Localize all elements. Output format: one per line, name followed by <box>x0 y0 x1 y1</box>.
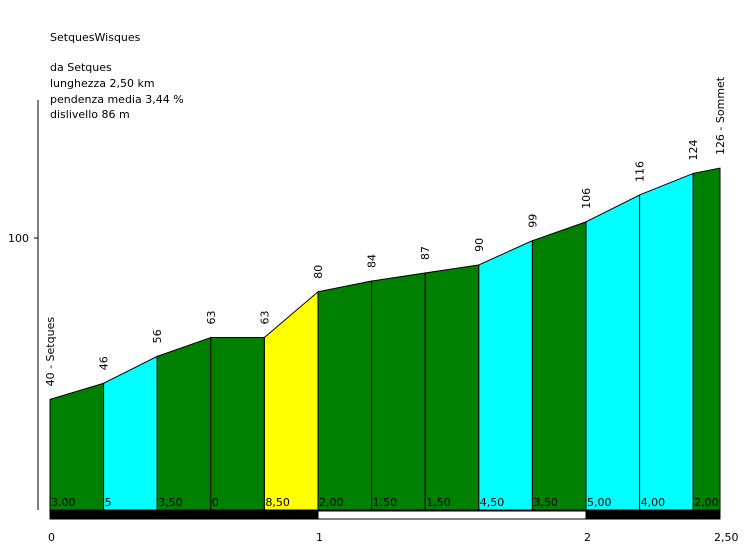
elevation-label: 116 <box>634 161 647 182</box>
gradient-label: 4,00 <box>641 496 666 509</box>
elevation-label: 63 <box>258 311 271 325</box>
profile-segment <box>531 221 587 511</box>
profile-segment <box>692 167 721 511</box>
profile-segment <box>585 194 641 511</box>
gradient-label: 3,00 <box>51 496 76 509</box>
gradient-label: 0 <box>212 496 219 509</box>
info-gradient: pendenza media 3,44 % <box>50 93 184 106</box>
elevation-label: 40 - Setques <box>44 317 57 387</box>
elevation-label: 124 <box>687 139 700 160</box>
elevation-label: 87 <box>419 246 432 260</box>
elevation-label: 56 <box>151 329 164 343</box>
elevation-label: 99 <box>526 214 539 228</box>
elevation-label: 84 <box>366 254 379 268</box>
km-bar-segment <box>49 510 319 520</box>
info-elevation-gain: dislivello 86 m <box>50 108 130 121</box>
profile-segment <box>49 382 105 511</box>
elevation-label: 106 <box>580 188 593 209</box>
elevation-label: 126 - Sommet <box>714 76 727 155</box>
gradient-label: 8,50 <box>265 496 290 509</box>
profile-segment <box>317 280 373 511</box>
x-tick-label: 2,50 <box>714 531 739 544</box>
profile-segment <box>639 172 694 511</box>
elevation-label: 90 <box>473 238 486 252</box>
elevation-label: 80 <box>312 265 325 279</box>
chart-title: SetquesWisques <box>50 31 141 44</box>
gradient-label: 5,00 <box>587 496 612 509</box>
x-tick-label: 2 <box>584 531 591 544</box>
profile-segment <box>210 337 265 511</box>
info-length: lunghezza 2,50 km <box>50 77 155 90</box>
x-tick-label: 1 <box>316 531 323 544</box>
gradient-label: 3,50 <box>158 496 183 509</box>
gradient-label: 2,00 <box>694 496 719 509</box>
profile-segment <box>156 336 212 511</box>
y-tick-label: 100 <box>8 232 29 245</box>
gradient-label: 1,50 <box>426 496 451 509</box>
km-bar-segment <box>317 510 587 520</box>
gradient-label: 3,50 <box>533 496 558 509</box>
profile-segment <box>478 239 533 511</box>
km-bar-segment <box>585 510 721 520</box>
profile-segment <box>371 272 426 511</box>
profile-segment <box>424 264 480 511</box>
gradient-label: 4,50 <box>480 496 505 509</box>
profile-segment <box>263 290 319 511</box>
info-from: da Setques <box>50 61 112 74</box>
gradient-label: 1,50 <box>373 496 398 509</box>
profile-segment <box>103 355 158 511</box>
elevation-label: 63 <box>205 311 218 325</box>
gradient-label: 5 <box>105 496 112 509</box>
x-tick-label: 0 <box>48 531 55 544</box>
elevation-label: 46 <box>98 356 111 370</box>
gradient-label: 2,00 <box>319 496 344 509</box>
